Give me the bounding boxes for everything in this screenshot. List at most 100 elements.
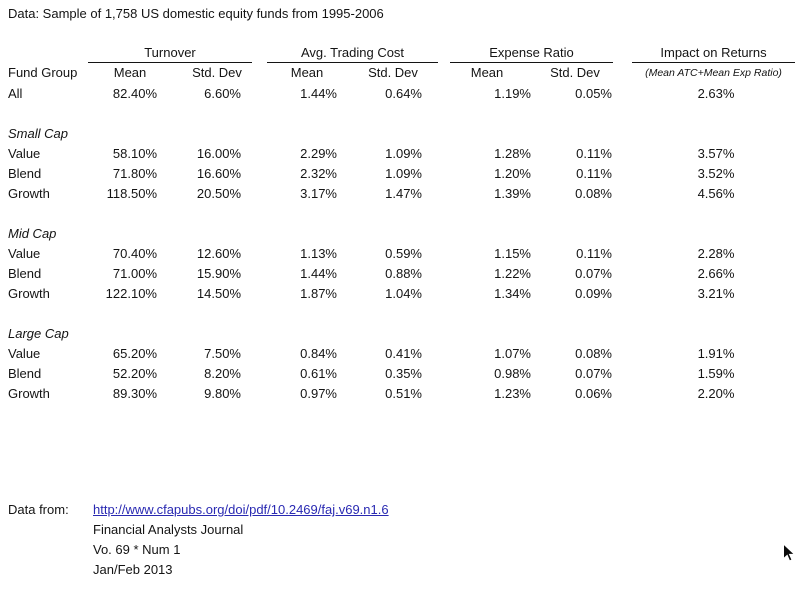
cell: 0.11% <box>576 246 612 261</box>
page-title: Data: Sample of 1,758 US domestic equity… <box>8 6 384 21</box>
cell: 0.11% <box>576 146 612 161</box>
cell: 4.56% <box>697 186 735 201</box>
cell: 0.09% <box>575 286 612 301</box>
table-row: Blend 71.00% 15.90% 1.44% 0.88% 1.22% 0.07% 2.6… <box>0 264 800 284</box>
group-header-expense-ratio: Expense Ratio <box>450 45 613 63</box>
cell: 1.13% <box>300 246 337 261</box>
table-row: Blend 71.80% 16.60% 2.32% 1.09% 1.20% 0.11% 3.5… <box>0 164 800 184</box>
table-row: Value 58.10% 16.00% 2.29% 1.09% 1.28% 0.11% 3.5… <box>0 144 800 164</box>
citation-journal: Financial Analysts Journal <box>93 522 244 537</box>
citation-volume: Vo. 69 * Num 1 <box>93 542 181 557</box>
row-label: Value <box>8 246 41 261</box>
cell: 70.40% <box>112 246 157 261</box>
cell: 1.44% <box>300 86 337 101</box>
cell: 65.20% <box>112 346 157 361</box>
cell: 0.08% <box>575 346 612 361</box>
cell: 1.23% <box>494 386 531 401</box>
cell: 0.41% <box>385 346 422 361</box>
cell: 1.20% <box>494 166 531 181</box>
cell: 15.90% <box>196 266 241 281</box>
source-label: Data from: <box>8 502 69 517</box>
cell: 1.15% <box>494 246 531 261</box>
cell: 0.88% <box>385 266 422 281</box>
cell: 1.59% <box>697 366 735 381</box>
cell: 1.34% <box>494 286 531 301</box>
cell: 2.28% <box>697 246 735 261</box>
cell: 0.07% <box>575 366 612 381</box>
cell: 0.64% <box>385 86 422 101</box>
cell: 58.10% <box>112 146 157 161</box>
cell: 118.50% <box>106 186 157 201</box>
cell: 2.63% <box>697 86 735 101</box>
cell: 2.20% <box>697 386 735 401</box>
cell: 1.44% <box>300 266 337 281</box>
table-row: Value 70.40% 12.60% 1.13% 0.59% 1.15% 0.11% 2.2… <box>0 244 800 264</box>
cell: 0.59% <box>385 246 422 261</box>
column-header-turnover-mean: Mean <box>113 65 147 80</box>
cell: 0.61% <box>300 366 337 381</box>
cell: 122.10% <box>105 286 157 301</box>
cell: 0.97% <box>300 386 337 401</box>
row-label: Growth <box>8 286 50 301</box>
column-header-impact-note: (Mean ATC+Mean Exp Ratio) <box>645 67 782 79</box>
cell: 3.57% <box>697 146 735 161</box>
cell: 0.11% <box>576 166 612 181</box>
row-label: Value <box>8 346 41 361</box>
section-label: Mid Cap <box>8 226 57 241</box>
cell: 1.22% <box>494 266 531 281</box>
section-row: Mid Cap <box>0 224 800 244</box>
spacer-row <box>0 304 800 324</box>
spacer-row <box>0 104 800 124</box>
column-header-atc-mean: Mean <box>290 65 324 80</box>
cell: 1.09% <box>385 146 422 161</box>
cell: 1.91% <box>697 346 735 361</box>
cell: 1.87% <box>300 286 337 301</box>
cell: 20.50% <box>196 186 241 201</box>
section-row: Small Cap <box>0 124 800 144</box>
source-citation: Data from: http://www.cfapubs.org/doi/pdf… <box>8 500 389 580</box>
cell: 9.80% <box>204 386 241 401</box>
cell: 0.06% <box>575 386 612 401</box>
cell: 0.07% <box>575 266 612 281</box>
cell: 12.60% <box>196 246 241 261</box>
column-header-atc-stddev: Std. Dev <box>368 65 418 80</box>
cell: 71.80% <box>112 166 157 181</box>
cell: 7.50% <box>204 346 241 361</box>
cell: 2.32% <box>300 166 337 181</box>
table-row: Value 65.20% 7.50% 0.84% 0.41% 1.07% 0.08% 1.91… <box>0 344 800 364</box>
cell: 16.60% <box>196 166 241 181</box>
cell: 0.51% <box>385 386 422 401</box>
row-label: Growth <box>8 386 50 401</box>
column-header-turnover-stddev: Std. Dev <box>192 65 242 80</box>
cell: 3.21% <box>697 286 735 301</box>
spacer-row <box>0 204 800 224</box>
cell: 82.40% <box>112 86 157 101</box>
row-label: Blend <box>8 166 42 181</box>
column-header-fund-group: Fund Group <box>8 65 78 80</box>
cell: 3.52% <box>697 166 735 181</box>
row-label: Blend <box>8 266 42 281</box>
table-row: All 82.40% 6.60% 1.44% 0.64% 1.19% 0.05% 2.63% <box>0 84 800 104</box>
cell: 0.08% <box>575 186 612 201</box>
row-label: Blend <box>8 366 42 381</box>
table-row: Growth 118.50% 20.50% 3.17% 1.47% 1.39% 0.08% 4… <box>0 184 800 204</box>
table-body: All 82.40% 6.60% 1.44% 0.64% 1.19% 0.05% 2.63% S… <box>0 84 800 404</box>
cell: 8.20% <box>204 366 241 381</box>
row-label: Value <box>8 146 41 161</box>
cell: 89.30% <box>112 386 157 401</box>
section-label: Small Cap <box>8 126 68 141</box>
table-row: Growth 122.10% 14.50% 1.87% 1.04% 1.34% 0.09% 3… <box>0 284 800 304</box>
cell: 1.47% <box>385 186 422 201</box>
cell: 14.50% <box>196 286 241 301</box>
cell: 2.66% <box>697 266 735 281</box>
mouse-cursor-icon <box>783 543 796 562</box>
cell: 3.17% <box>300 186 337 201</box>
source-link[interactable]: http://www.cfapubs.org/doi/pdf/10.2469/f… <box>93 502 389 517</box>
cell: 71.00% <box>112 266 157 281</box>
cell: 0.35% <box>385 366 422 381</box>
cell: 1.28% <box>494 146 531 161</box>
cell: 1.19% <box>494 86 531 101</box>
cell: 0.98% <box>494 366 531 381</box>
cell: 2.29% <box>300 146 337 161</box>
